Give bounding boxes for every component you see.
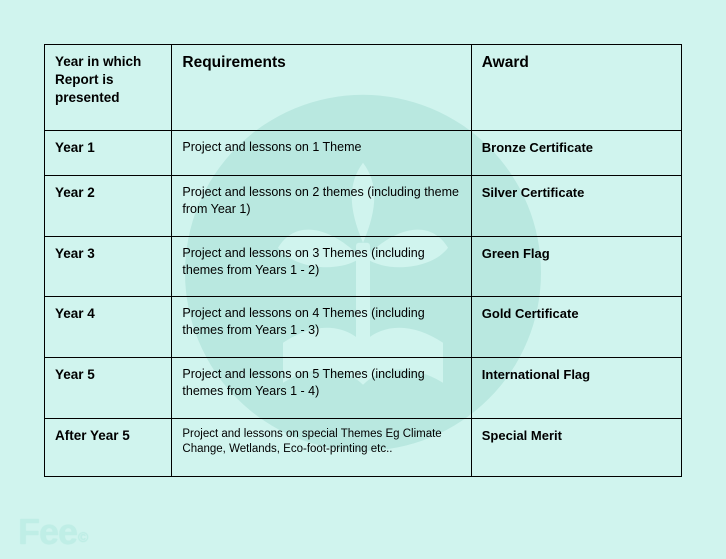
table-row: Year 1 Project and lessons on 1 Theme Br… <box>45 130 682 175</box>
table-row: Year 5 Project and lessons on 5 Themes (… <box>45 358 682 419</box>
content-wrap: Year in which Report is presented Requir… <box>0 0 726 525</box>
table-row: After Year 5 Project and lessons on spec… <box>45 418 682 476</box>
awards-table: Year in which Report is presented Requir… <box>44 44 682 477</box>
cell-requirements: Project and lessons on 5 Themes (includi… <box>172 358 471 419</box>
cell-award: International Flag <box>471 358 681 419</box>
cell-year: Year 1 <box>45 130 172 175</box>
table-row: Year 2 Project and lessons on 2 themes (… <box>45 175 682 236</box>
cell-year: Year 2 <box>45 175 172 236</box>
col-header-year: Year in which Report is presented <box>45 45 172 131</box>
cell-requirements: Project and lessons on 1 Theme <box>172 130 471 175</box>
cell-year: Year 5 <box>45 358 172 419</box>
cell-requirements: Project and lessons on 2 themes (includi… <box>172 175 471 236</box>
cell-requirements: Project and lessons on 3 Themes (includi… <box>172 236 471 297</box>
table-row: Year 4 Project and lessons on 4 Themes (… <box>45 297 682 358</box>
cell-year: Year 4 <box>45 297 172 358</box>
col-header-requirements: Requirements <box>172 45 471 131</box>
fee-logo-copyright: © <box>78 529 87 545</box>
cell-award: Special Merit <box>471 418 681 476</box>
cell-award: Green Flag <box>471 236 681 297</box>
table-row: Year 3 Project and lessons on 3 Themes (… <box>45 236 682 297</box>
cell-requirements: Project and lessons on special Themes Eg… <box>172 418 471 476</box>
cell-requirements: Project and lessons on 4 Themes (includi… <box>172 297 471 358</box>
cell-award: Gold Certificate <box>471 297 681 358</box>
table-header-row: Year in which Report is presented Requir… <box>45 45 682 131</box>
col-header-award: Award <box>471 45 681 131</box>
cell-year: Year 3 <box>45 236 172 297</box>
cell-award: Silver Certificate <box>471 175 681 236</box>
cell-award: Bronze Certificate <box>471 130 681 175</box>
cell-year: After Year 5 <box>45 418 172 476</box>
